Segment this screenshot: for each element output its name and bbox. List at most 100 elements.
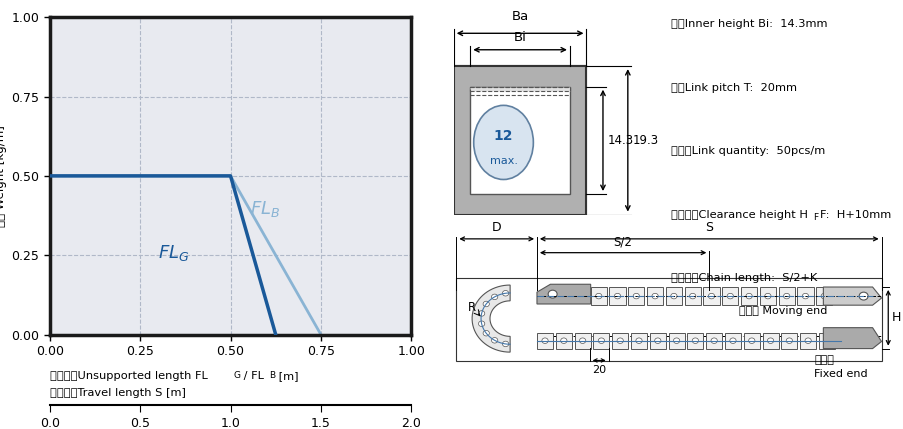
Circle shape xyxy=(767,338,773,344)
Circle shape xyxy=(478,311,484,316)
Circle shape xyxy=(805,338,810,344)
Circle shape xyxy=(673,338,679,344)
Circle shape xyxy=(726,293,732,299)
Circle shape xyxy=(595,293,601,299)
Circle shape xyxy=(614,293,620,299)
Bar xyxy=(724,333,740,349)
Circle shape xyxy=(651,293,657,299)
Circle shape xyxy=(579,338,585,344)
Text: 架空长度Unsupported length FL: 架空长度Unsupported length FL xyxy=(50,371,208,381)
Text: R: R xyxy=(468,302,476,314)
Bar xyxy=(569,66,586,214)
Text: 内高Inner height Bi:  14.3mm: 内高Inner height Bi: 14.3mm xyxy=(670,19,826,29)
Text: G: G xyxy=(233,371,240,380)
Circle shape xyxy=(820,293,826,299)
Text: $\mathit{FL}_B$: $\mathit{FL}_B$ xyxy=(250,199,280,219)
Bar xyxy=(592,333,609,349)
Circle shape xyxy=(491,338,498,343)
Circle shape xyxy=(541,338,547,344)
Circle shape xyxy=(786,338,792,344)
Circle shape xyxy=(783,293,789,299)
Circle shape xyxy=(858,292,867,300)
Bar xyxy=(818,333,834,349)
Text: 19.3: 19.3 xyxy=(632,134,658,147)
Bar xyxy=(705,333,721,349)
Circle shape xyxy=(617,338,623,344)
Bar xyxy=(799,333,815,349)
Text: 行程长度Travel length S [m]: 行程长度Travel length S [m] xyxy=(50,388,185,398)
Bar xyxy=(470,87,569,91)
Bar xyxy=(456,278,880,361)
Bar xyxy=(611,333,628,349)
Circle shape xyxy=(473,106,533,179)
Text: 12: 12 xyxy=(493,129,513,143)
Bar xyxy=(574,333,590,349)
Text: 固定端: 固定端 xyxy=(814,355,833,366)
Bar xyxy=(609,287,625,305)
Circle shape xyxy=(689,293,695,299)
Bar xyxy=(703,287,719,305)
Text: D: D xyxy=(491,221,501,234)
Text: $\mathit{FL}_G$: $\mathit{FL}_G$ xyxy=(158,243,190,263)
Bar xyxy=(666,287,681,305)
Circle shape xyxy=(745,293,751,299)
Circle shape xyxy=(632,293,638,299)
Bar xyxy=(453,66,586,87)
Bar xyxy=(628,287,644,305)
Bar xyxy=(759,287,775,305)
Bar xyxy=(536,333,553,349)
Text: F: F xyxy=(813,213,817,222)
Circle shape xyxy=(748,338,754,344)
Text: 安装高度Clearance height H: 安装高度Clearance height H xyxy=(670,210,807,220)
Bar xyxy=(740,287,757,305)
Circle shape xyxy=(635,338,641,344)
Text: 14.3: 14.3 xyxy=(608,134,633,147)
Text: Fixed end: Fixed end xyxy=(814,369,867,379)
Text: S: S xyxy=(704,221,712,234)
Text: max.: max. xyxy=(489,156,517,166)
Text: 20: 20 xyxy=(591,365,606,375)
Circle shape xyxy=(547,290,556,298)
Bar xyxy=(453,66,586,214)
Bar xyxy=(684,287,700,305)
Circle shape xyxy=(482,330,489,336)
Text: H: H xyxy=(890,311,899,324)
Circle shape xyxy=(729,338,735,344)
Bar xyxy=(815,287,832,305)
Polygon shape xyxy=(471,285,509,352)
Y-axis label: 负载 Weight [kg/m]: 负载 Weight [kg/m] xyxy=(0,125,7,227)
Circle shape xyxy=(764,293,770,299)
Text: S/2: S/2 xyxy=(613,236,631,248)
Circle shape xyxy=(598,338,604,344)
Bar xyxy=(796,287,813,305)
Circle shape xyxy=(560,338,566,344)
Circle shape xyxy=(502,341,508,347)
Bar xyxy=(555,333,572,349)
Text: 链节数Link quantity:  50pcs/m: 链节数Link quantity: 50pcs/m xyxy=(670,146,824,156)
Bar xyxy=(453,66,586,214)
Bar xyxy=(777,287,794,305)
Circle shape xyxy=(692,338,698,344)
Bar xyxy=(590,287,606,305)
Text: Bi: Bi xyxy=(513,30,526,44)
Circle shape xyxy=(708,293,714,299)
Circle shape xyxy=(670,293,676,299)
Text: Ba: Ba xyxy=(511,10,528,23)
Bar xyxy=(630,333,647,349)
Text: B: B xyxy=(269,371,275,380)
Polygon shape xyxy=(823,328,880,349)
Text: [m]: [m] xyxy=(275,371,298,381)
Bar xyxy=(761,333,777,349)
Bar xyxy=(470,87,569,194)
Circle shape xyxy=(491,294,498,299)
Bar xyxy=(647,287,663,305)
Text: 移动端 Moving end: 移动端 Moving end xyxy=(738,306,826,316)
Bar xyxy=(453,66,470,214)
Bar xyxy=(686,333,703,349)
Circle shape xyxy=(502,290,508,296)
Text: F:  H+10mm: F: H+10mm xyxy=(820,210,890,220)
Circle shape xyxy=(654,338,660,344)
Circle shape xyxy=(823,338,829,344)
Text: 拖链长度Chain length:  S/2+K: 拖链长度Chain length: S/2+K xyxy=(670,273,816,283)
Bar xyxy=(743,333,759,349)
